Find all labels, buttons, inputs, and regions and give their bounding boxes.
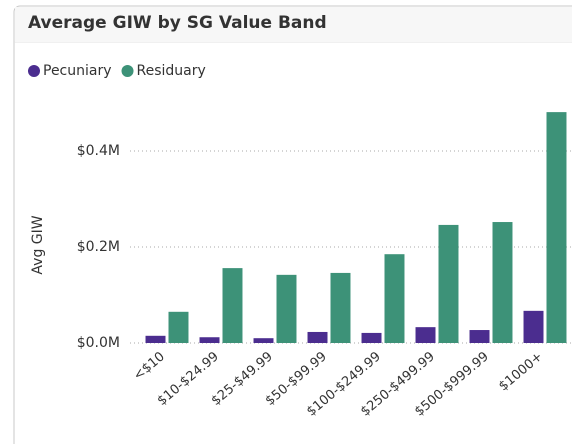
bar: [438, 224, 459, 343]
legend-label: Pecuniary: [43, 63, 112, 79]
y-tick-label: $0.2M: [77, 239, 120, 255]
bar: [546, 112, 567, 344]
bar: [307, 331, 328, 343]
bar: [145, 335, 166, 343]
legend-marker: [121, 65, 134, 77]
bar: [222, 268, 243, 343]
bar: [492, 222, 513, 343]
bar: [384, 254, 405, 343]
bar: [199, 337, 220, 343]
bar: [523, 310, 544, 343]
bar: [168, 311, 189, 343]
bar: [276, 274, 297, 343]
y-tick-label: $0.4M: [77, 143, 120, 159]
bar: [253, 338, 274, 343]
bar: [415, 327, 436, 343]
legend-marker: [28, 65, 40, 77]
y-tick-label: $0.0M: [77, 335, 120, 351]
y-axis-label: Avg GIW: [30, 215, 46, 274]
header: [15, 7, 572, 42]
chart-title: Average GIW by SG Value Band: [28, 13, 327, 33]
legend-label: Residuary: [137, 63, 206, 79]
bar: [330, 272, 351, 343]
bar: [469, 330, 490, 343]
bar: [361, 332, 382, 343]
